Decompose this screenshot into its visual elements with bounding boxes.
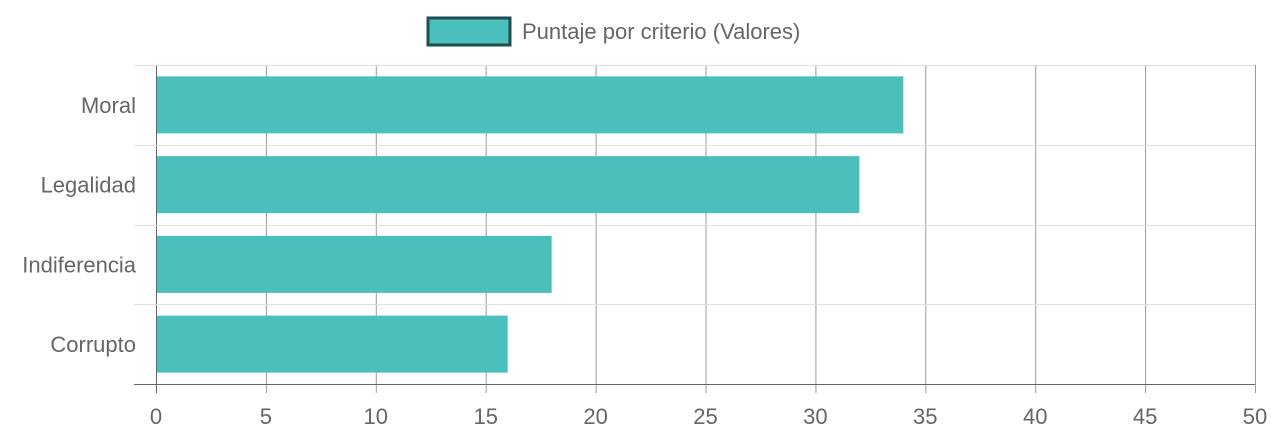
legend[interactable]: Puntaje por criterio (Valores) xyxy=(426,16,800,47)
bars xyxy=(157,76,904,373)
category-label: Moral xyxy=(81,93,136,118)
x-tick-label: 30 xyxy=(803,404,827,429)
x-tick-label: 25 xyxy=(693,404,717,429)
category-label: Indiferencia xyxy=(22,252,137,277)
legend-swatch xyxy=(426,16,512,47)
x-tick-label: 10 xyxy=(364,404,388,429)
category-label: Corrupto xyxy=(50,332,136,357)
x-tick-label: 40 xyxy=(1023,404,1047,429)
bar xyxy=(157,235,552,293)
bar xyxy=(157,315,508,373)
legend-label: Puntaje por criterio (Valores) xyxy=(522,19,800,44)
category-label: Legalidad xyxy=(41,173,136,198)
bar xyxy=(157,76,904,134)
bar xyxy=(157,156,860,214)
x-tick-label: 15 xyxy=(473,404,497,429)
x-tick-label: 45 xyxy=(1133,404,1157,429)
x-tick-label: 35 xyxy=(913,404,937,429)
x-tick-label: 20 xyxy=(583,404,607,429)
x-tick-label: 0 xyxy=(150,404,162,429)
x-tick-label: 50 xyxy=(1243,404,1267,429)
axes: 0 5 10 15 20 25 30 35 40 45 50 Moral Legalidad Indife… xyxy=(22,93,1267,429)
x-tick-label: 5 xyxy=(260,404,272,429)
